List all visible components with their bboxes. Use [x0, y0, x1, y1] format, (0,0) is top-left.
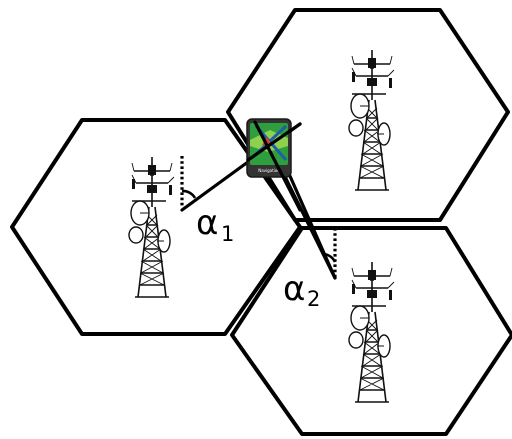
bearing-line — [284, 165, 337, 280]
alpha1-subscript: 1 — [221, 222, 234, 246]
cell-tower-icon — [348, 261, 395, 403]
cell-tower-icon — [348, 49, 395, 191]
device-caption: Navigation — [258, 168, 280, 173]
cell-tower-icon — [128, 156, 175, 298]
alpha2-label: α — [283, 269, 305, 309]
bearing-line — [253, 120, 302, 212]
angle-arc — [181, 189, 197, 199]
alpha2-subscript: 2 — [307, 287, 320, 311]
bearing-line — [246, 122, 302, 162]
cell-hexagon — [226, 8, 510, 222]
cell-hexagon — [230, 226, 512, 436]
alpha1-label: α — [196, 203, 218, 243]
cell-hexagon — [10, 118, 302, 336]
